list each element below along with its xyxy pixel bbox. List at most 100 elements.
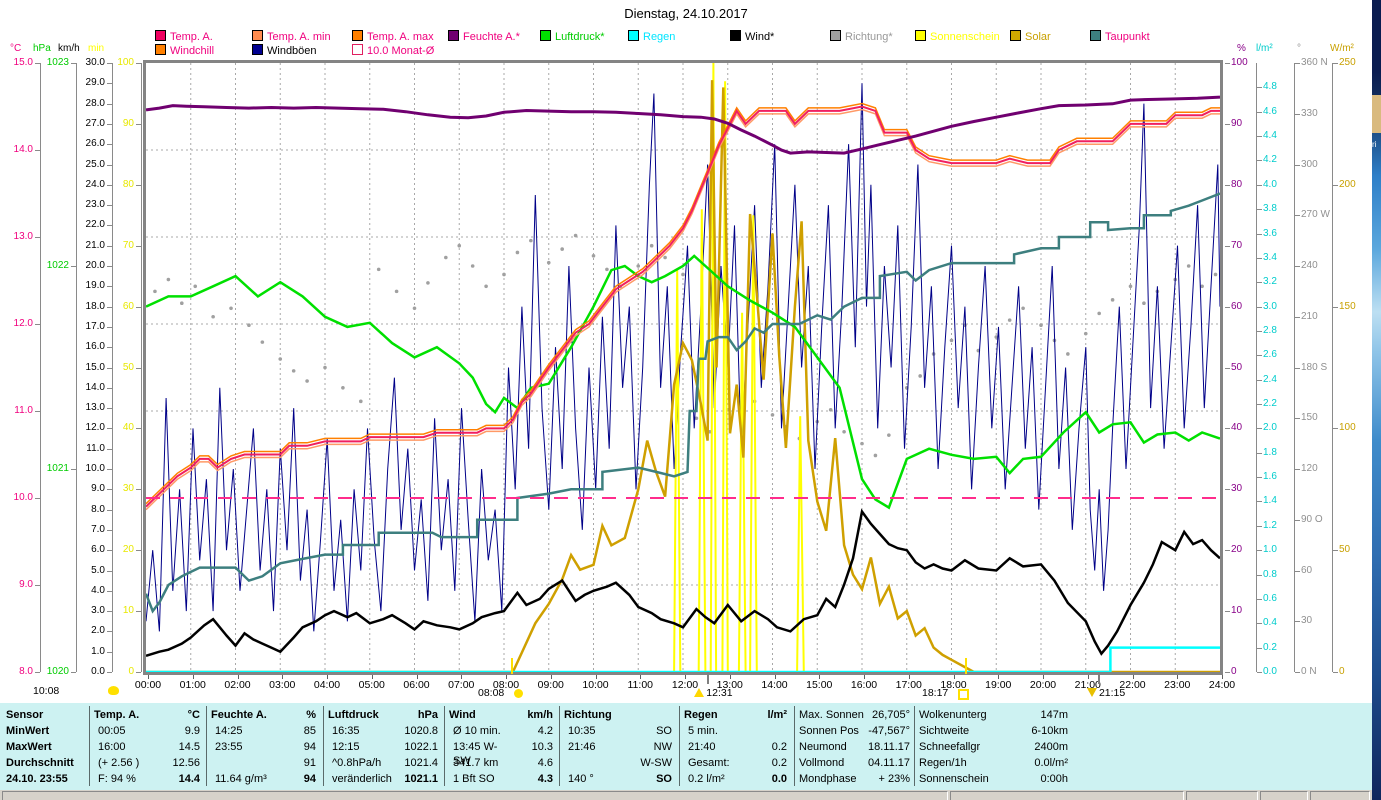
- row-label: MinWert: [6, 725, 50, 737]
- axis-label-km/h: 29.0: [85, 77, 105, 89]
- series-dot-Richtung: [247, 323, 251, 328]
- series-dot-Richtung: [681, 272, 685, 277]
- axis-tick-°C: [35, 498, 40, 499]
- legend-item-temp-a-min[interactable]: Temp. A. min: [252, 30, 331, 43]
- table-separator: [559, 706, 560, 786]
- sunrise-tick: [510, 658, 513, 674]
- moonset-time: 10:08: [33, 685, 60, 697]
- axis-label-°: 270 W: [1301, 209, 1330, 221]
- axis-label-%: 20: [1231, 544, 1243, 556]
- row-label: Sensor: [6, 709, 44, 721]
- x-axis-tick: [327, 675, 328, 679]
- legend-label: Luftdruck*: [555, 31, 605, 43]
- legend-item-10-0-monat-[interactable]: 10.0 Monat-Ø: [352, 44, 434, 57]
- series-dot-Richtung: [770, 413, 775, 417]
- axis-tick-km/h: [107, 286, 112, 288]
- series-dot-Richtung: [193, 284, 198, 289]
- axis-label-°: 30: [1301, 615, 1313, 627]
- series-dot-Richtung: [573, 233, 578, 238]
- series-temp-a-max: [146, 102, 1220, 505]
- legend-item-solar[interactable]: Solar: [1010, 30, 1051, 43]
- cell-value: 4.3: [537, 773, 553, 785]
- axis-tick-°C: [35, 672, 40, 673]
- page-title: Dienstag, 24.10.2017: [624, 6, 748, 21]
- legend-item-temp-a-[interactable]: Temp. A.: [155, 30, 213, 43]
- legend-item-regen[interactable]: Regen: [628, 30, 675, 43]
- col-header: Richtung: [564, 709, 612, 721]
- axis-tick-l/m²: [1257, 501, 1262, 503]
- axis-tick-km/h: [107, 367, 112, 369]
- col-unit: l/m²: [767, 709, 787, 721]
- cell-label: Ø 10 min.: [453, 725, 501, 737]
- legend-item-temp-a-max[interactable]: Temp. A. max: [352, 30, 434, 43]
- x-axis-label: 03:00: [269, 679, 296, 691]
- legend-item-luftdruck-[interactable]: Luftdruck*: [540, 30, 605, 43]
- axis-tick-%: [1225, 550, 1230, 552]
- series-windb-en: [146, 83, 1220, 632]
- series-dot-Richtung: [457, 243, 462, 248]
- cell-value: W-SW: [640, 757, 672, 769]
- axis-tick-km/h: [107, 509, 112, 511]
- condition-value: 147m: [1040, 709, 1068, 721]
- axis-tick-km/h: [107, 570, 112, 572]
- axis-tick-l/m²: [1257, 672, 1262, 673]
- axis-label-l/m²: 3.8: [1263, 203, 1277, 215]
- axis-tick-km/h: [107, 63, 112, 64]
- sun-arrow-up-icon: [694, 688, 705, 697]
- cell-value: 1021.4: [404, 757, 438, 769]
- axis-tick-%: [1225, 672, 1230, 673]
- astro-value: + 23%: [878, 773, 911, 785]
- axis-label-l/m²: 3.6: [1263, 227, 1277, 239]
- axis-label-km/h: 1.0: [91, 645, 105, 657]
- series-dot-Richtung: [484, 284, 488, 289]
- x-axis-label: 00:00: [134, 679, 162, 691]
- legend-label: Richtung*: [845, 31, 893, 43]
- astro-value: 18.11.17: [867, 741, 910, 753]
- series-dot-Richtung: [873, 453, 878, 458]
- legend-item-windb-en[interactable]: Windböen: [252, 44, 317, 57]
- axis-tick-%: [1225, 428, 1230, 430]
- axis-tick-°C: [35, 585, 40, 586]
- astro-value: -47,567°: [868, 725, 910, 737]
- axis-label-km/h: 15.0: [85, 361, 105, 373]
- legend-item-richtung-[interactable]: Richtung*: [830, 30, 893, 43]
- axis-label-hPa: 1020: [46, 666, 69, 677]
- cell-label: F: 94 %: [98, 773, 136, 785]
- legend-item-feuchte-a-[interactable]: Feuchte A.*: [448, 30, 520, 43]
- axis-label-W/m²: 0: [1339, 666, 1345, 677]
- series-dot-Richtung: [470, 264, 475, 268]
- series-dot-Richtung: [1039, 323, 1043, 328]
- axis-tick-%: [1225, 63, 1230, 64]
- table-separator: [323, 706, 324, 786]
- legend-swatch-icon: [352, 30, 363, 41]
- legend-item-wind-[interactable]: Wind*: [730, 30, 774, 43]
- cell-value: SO: [656, 773, 672, 785]
- axis-tick-°: [1295, 519, 1300, 521]
- axis-line-min: [141, 63, 142, 672]
- axis-label-km/h: 8.0: [91, 503, 105, 515]
- x-axis-tick: [953, 675, 955, 679]
- axis-tick-%: [1225, 306, 1230, 308]
- axis-label-l/m²: 4.8: [1263, 81, 1277, 93]
- axis-label-l/m²: 1.4: [1263, 495, 1277, 507]
- legend-item-sonnenschein[interactable]: Sonnenschein: [915, 30, 1000, 43]
- axis-label-km/h: 19.0: [85, 280, 105, 292]
- moon-icon: [108, 686, 119, 695]
- axis-label-W/m²: 250: [1339, 57, 1356, 68]
- series-dot-Richtung: [828, 407, 833, 412]
- cell-value: 14.4: [178, 773, 200, 785]
- axis-label-l/m²: 0.4: [1263, 617, 1277, 629]
- axis-label-l/m²: 2.6: [1263, 349, 1277, 361]
- axis-label-W/m²: 50: [1339, 544, 1351, 556]
- axis-label-km/h: 9.0: [91, 483, 105, 495]
- legend-item-windchill[interactable]: Windchill: [155, 44, 214, 57]
- series-dot-Richtung: [359, 399, 363, 404]
- solar-noon-time: 12:31: [706, 687, 733, 699]
- axis-tick-min: [136, 611, 141, 613]
- x-axis-label: 23:00: [1164, 679, 1191, 691]
- legend-label: Taupunkt: [1105, 31, 1150, 43]
- axis-label-°: 180 S: [1301, 361, 1328, 373]
- axis-tick-W/m²: [1333, 428, 1338, 430]
- legend-item-taupunkt[interactable]: Taupunkt: [1090, 30, 1150, 43]
